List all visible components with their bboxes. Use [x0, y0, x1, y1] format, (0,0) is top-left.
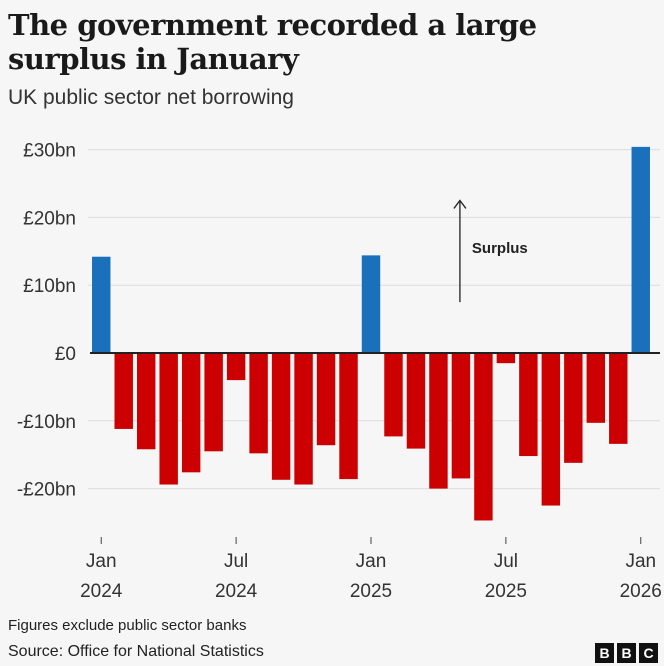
bar-deficit	[181, 353, 201, 473]
y-tick-label: -£10bn	[17, 412, 76, 433]
bar-deficit	[294, 353, 313, 485]
bar-deficit	[474, 353, 493, 521]
bar-deficit	[226, 353, 246, 381]
bar-chart: £30bn £20bn £10bn £0 -£10bn -£20bn Jan 2024 Jul…	[17, 141, 662, 602]
annotations: Surplus	[453, 199, 528, 303]
bar-deficit	[271, 353, 291, 480]
bars	[92, 146, 650, 521]
bar-surplus	[92, 256, 111, 353]
bar-deficit	[384, 353, 403, 437]
bar-deficit	[451, 353, 471, 479]
bbc-logo-letter: B	[617, 643, 636, 663]
x-tick-month: Jan	[86, 551, 117, 572]
y-tick-label: £20bn	[23, 208, 76, 229]
y-tick-label: £10bn	[23, 276, 76, 297]
bar-deficit	[564, 353, 583, 463]
bbc-logo-letter: C	[639, 643, 658, 663]
bar-deficit	[429, 353, 448, 489]
y-tick-label: £30bn	[23, 141, 76, 162]
chart-title: The government recorded a large surplus …	[8, 8, 537, 76]
x-tick-year: 2026	[620, 581, 662, 602]
x-axis-labels: Jan 2024 Jul 2024 Jan 2025 Jul 2025 Jan 2026	[80, 537, 662, 602]
arrow-up-icon	[453, 199, 467, 209]
y-tick-label: £0	[55, 344, 76, 365]
bar-surplus	[631, 146, 650, 353]
bar-deficit	[204, 353, 223, 452]
bar-deficit	[159, 353, 178, 485]
x-tick-month: Jul	[494, 551, 518, 572]
bbc-logo-letter: B	[595, 643, 614, 663]
bar-deficit	[609, 353, 628, 444]
x-tick-month: Jul	[224, 551, 248, 572]
footnote: Figures exclude public sector banks	[8, 617, 247, 634]
y-tick-label: -£20bn	[17, 480, 76, 501]
bar-deficit	[541, 353, 561, 506]
y-axis-labels: £30bn £20bn £10bn £0 -£10bn -£20bn	[17, 141, 76, 501]
x-tick-year: 2025	[485, 581, 527, 602]
bar-deficit	[586, 353, 606, 423]
x-tick-month: Jan	[625, 551, 656, 572]
bar-deficit	[496, 353, 516, 364]
bar-deficit	[316, 353, 336, 446]
bar-deficit	[339, 353, 358, 480]
bar-deficit	[519, 353, 538, 457]
bar-deficit	[136, 353, 156, 450]
bar-deficit	[114, 353, 133, 429]
x-tick-year: 2024	[80, 581, 123, 602]
source-note: Source: Office for National Statistics	[8, 643, 264, 660]
bbc-logo: B B C	[595, 643, 658, 663]
bar-surplus	[361, 255, 381, 353]
bar-deficit	[249, 353, 268, 454]
annotation-label: Surplus	[472, 240, 528, 257]
chart-subtitle: UK public sector net borrowing	[8, 86, 294, 109]
bar-deficit	[406, 353, 426, 449]
x-tick-month: Jan	[356, 551, 387, 572]
x-tick-year: 2024	[215, 581, 258, 602]
x-tick-year: 2025	[350, 581, 392, 602]
